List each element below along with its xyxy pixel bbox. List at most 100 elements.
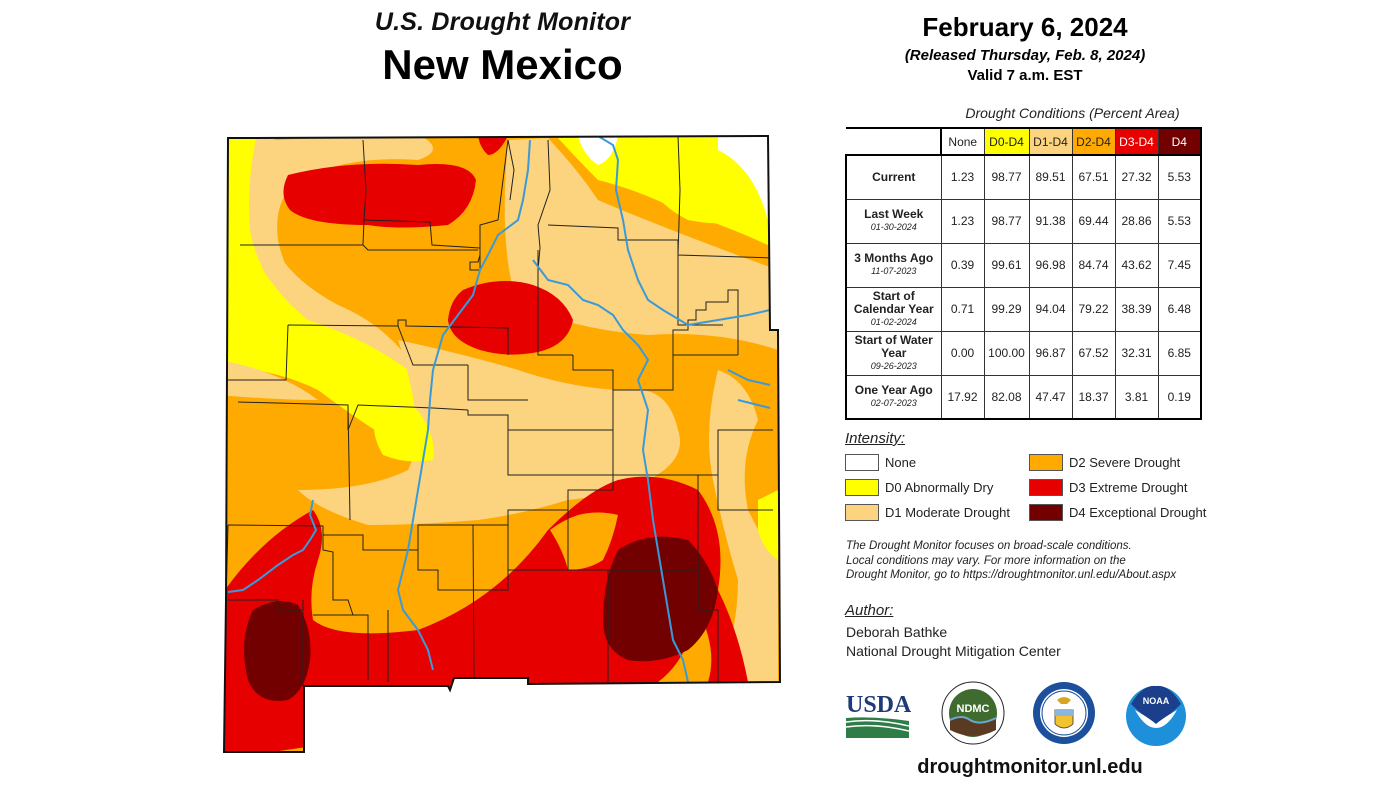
cell-d1-d4: 96.87 (1028, 330, 1073, 376)
row-label-text: One Year Ago (854, 382, 933, 397)
cell-d0-d4: 82.08 (983, 374, 1030, 420)
legend-item-none: None (845, 454, 916, 471)
row-label: Start of Water Year 09-26-2023 (845, 330, 942, 376)
date-block: February 6, 2024 (Released Thursday, Feb… (860, 12, 1190, 84)
cell-d2-d4: 18.37 (1071, 374, 1116, 420)
legend-item-d0: D0 Abnormally Dry (845, 479, 993, 496)
cell-d3-d4: 27.32 (1114, 154, 1159, 200)
cell-d2-d4: 67.51 (1071, 154, 1116, 200)
table-row-current: Current 1.23 98.77 89.51 67.51 27.32 5.5… (845, 154, 1202, 200)
valid-time: Valid 7 a.m. EST (967, 67, 1083, 84)
legend-title: Intensity: (845, 430, 906, 447)
cell-d2-d4: 69.44 (1071, 198, 1116, 244)
d3-region-north (283, 163, 476, 228)
d0-region-central-lobe (374, 400, 434, 462)
none-region-ne-corner (718, 136, 770, 230)
drought-conditions-table: None D0-D4 D1-D4 D2-D4 D3-D4 D4 Current … (845, 127, 1202, 420)
cell-d4: 6.48 (1157, 286, 1202, 332)
cell-none: 0.00 (940, 330, 985, 376)
legend-swatch-d3 (1029, 479, 1063, 496)
col-header-d1-d4: D1-D4 (1028, 127, 1073, 156)
d1-region-central (298, 340, 680, 525)
legend-label: None (885, 455, 917, 470)
cell-d4: 5.53 (1157, 198, 1202, 244)
table-row-one-year-ago: One Year Ago 02-07-2023 17.92 82.08 47.47… (845, 374, 1202, 420)
legend-label: D3 Extreme Drought (1069, 480, 1188, 495)
table-row-3-months-ago: 3 Months Ago 11-07-2023 0.39 99.61 96.98 … (845, 242, 1202, 288)
website-url: droughtmonitor.unl.edu (917, 756, 1143, 778)
cell-none: 0.71 (940, 286, 985, 332)
author-label: Author: (845, 602, 894, 619)
row-label: Current (845, 154, 942, 200)
legend-item-d1: D1 Moderate Drought (845, 504, 1010, 521)
col-header-d3-d4: D3-D4 (1114, 127, 1159, 156)
cell-d4: 6.85 (1157, 330, 1202, 376)
author-name: Deborah Bathke (846, 624, 948, 640)
col-header-d0-d4: D0-D4 (983, 127, 1030, 156)
none-region-north (578, 136, 618, 165)
commerce-seal-icon (1033, 682, 1095, 744)
cell-d1-d4: 47.47 (1028, 374, 1073, 420)
legend-item-d2: D2 Severe Drought (1029, 454, 1180, 471)
row-label: Start of Calendar Year 01-02-2024 (845, 286, 942, 332)
disclaimer-text: The Drought Monitor focuses on broad-sca… (846, 539, 1226, 583)
legend-swatch-d0 (845, 479, 879, 496)
row-date: 11-07-2023 (871, 266, 917, 276)
map-title: New Mexico (382, 41, 623, 88)
partner-logos: USDA NDMC NOAA (845, 680, 1190, 750)
col-header-none: None (940, 127, 985, 156)
d2-region-south-notch (550, 512, 618, 570)
cell-d3-d4: 43.62 (1114, 242, 1159, 288)
noaa-logo-icon: NOAA (1126, 685, 1186, 746)
rivers (227, 136, 771, 683)
legend-label: D1 Moderate Drought (885, 505, 1011, 520)
cell-d0-d4: 98.77 (983, 154, 1030, 200)
legend-item-d3: D3 Extreme Drought (1029, 479, 1188, 496)
d0-region-west (224, 136, 429, 441)
row-label-text: 3 Months Ago (854, 251, 934, 265)
table-row-start-of-calendar-year: Start of Calendar Year 01-02-2024 0.71 99… (845, 286, 1202, 332)
cell-none: 0.39 (940, 242, 985, 288)
legend-swatch-d2 (1029, 454, 1063, 471)
cell-none: 1.23 (940, 198, 985, 244)
release-date: (Released Thursday, Feb. 8, 2024) (904, 47, 1146, 64)
legend-swatch-d4 (1029, 504, 1063, 521)
row-label: One Year Ago 02-07-2023 (845, 374, 942, 420)
cell-d3-d4: 32.31 (1114, 330, 1159, 376)
d4-region-southwest (244, 601, 311, 701)
state-outline (222, 134, 782, 753)
row-label-text: Last Week (864, 207, 924, 221)
d1-region-east (709, 370, 778, 682)
cell-d2-d4: 67.52 (1071, 330, 1116, 376)
cell-d1-d4: 94.04 (1028, 286, 1073, 332)
row-label: 3 Months Ago 11-07-2023 (845, 242, 942, 288)
cell-d1-d4: 96.98 (1028, 242, 1073, 288)
row-date: 01-02-2024 (870, 316, 917, 327)
cell-d1-d4: 89.51 (1028, 154, 1073, 200)
svg-text:NOAA: NOAA (1143, 696, 1170, 706)
legend-item-d4: D4 Exceptional Drought (1029, 504, 1206, 521)
disclaimer-line: Drought Monitor, go to https://droughtmo… (846, 569, 1177, 581)
row-date: 01-30-2024 (870, 222, 917, 232)
row-label-text: Start of Calendar Year (853, 288, 934, 316)
d3-region-central-north (448, 281, 573, 355)
cell-none: 17.92 (940, 374, 985, 420)
cell-d0-d4: 100.00 (983, 330, 1030, 376)
title-block: U.S. Drought Monitor New Mexico (330, 8, 675, 89)
table-caption: Drought Conditions (Percent Area) (965, 105, 1180, 121)
usda-logo-icon: USDA (845, 692, 911, 738)
legend-swatch-none (845, 454, 879, 471)
cell-d3-d4: 38.39 (1114, 286, 1159, 332)
cell-d2-d4: 84.74 (1071, 242, 1116, 288)
cell-d4: 0.19 (1157, 374, 1202, 420)
legend-label: D0 Abnormally Dry (885, 480, 994, 495)
row-label-text: Start of Water Year (854, 332, 933, 360)
ndmc-logo-icon: NDMC (941, 681, 1005, 745)
drought-map (218, 130, 788, 760)
cell-d3-d4: 28.86 (1114, 198, 1159, 244)
cell-d4: 5.53 (1157, 154, 1202, 200)
new-mexico-map-svg (222, 134, 782, 753)
d0-region-east (758, 490, 778, 560)
table-row-start-of-water-year: Start of Water Year 09-26-2023 0.00 100.0… (845, 330, 1202, 376)
d1-region-nw-arc (257, 136, 433, 315)
